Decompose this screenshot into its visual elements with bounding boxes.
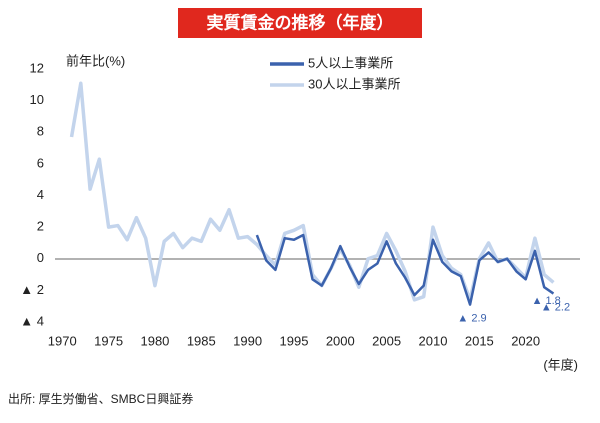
x-tick-label: 2020: [511, 333, 540, 348]
y-tick-label: 8: [37, 124, 44, 139]
y-tick-label: 12: [30, 60, 44, 75]
x-tick-label: 1995: [280, 333, 309, 348]
y-tick-label: ▲ 2: [20, 282, 44, 297]
chart-title: 実質賃金の推移（年度）: [207, 12, 394, 32]
x-tick-label: 2015: [465, 333, 494, 348]
y-tick-label: ▲ 4: [20, 313, 44, 328]
y-tick-label: 2: [37, 219, 44, 234]
line-series: [255, 233, 555, 306]
y-tick-label: 4: [37, 187, 44, 202]
x-tick-label: 2000: [326, 333, 355, 348]
x-axis-unit: (年度): [543, 357, 578, 372]
y-axis-label: 前年比(%): [66, 53, 125, 68]
x-tick-label: 1975: [94, 333, 123, 348]
y-tick-label: 0: [37, 250, 44, 265]
value-label: ▲ 2.2: [541, 301, 570, 313]
x-tick-label: 2005: [372, 333, 401, 348]
x-tick-label: 1980: [140, 333, 169, 348]
value-label: ▲ 1.8: [532, 295, 561, 307]
value-label: ▲ 2.9: [457, 313, 486, 325]
x-tick-label: 1985: [187, 333, 216, 348]
title-banner: [178, 8, 422, 38]
source: 出所: 厚生労働省、SMBC日興証券: [8, 391, 193, 406]
x-tick-label: 2010: [419, 333, 448, 348]
line-series: [69, 81, 555, 302]
y-tick-label: 10: [30, 92, 44, 107]
x-tick-label: 1970: [48, 333, 77, 348]
y-tick-label: 6: [37, 155, 44, 170]
legend-label: 30人以上事業所: [308, 76, 400, 91]
x-tick-label: 1990: [233, 333, 262, 348]
legend-label: 5人以上事業所: [308, 55, 393, 70]
